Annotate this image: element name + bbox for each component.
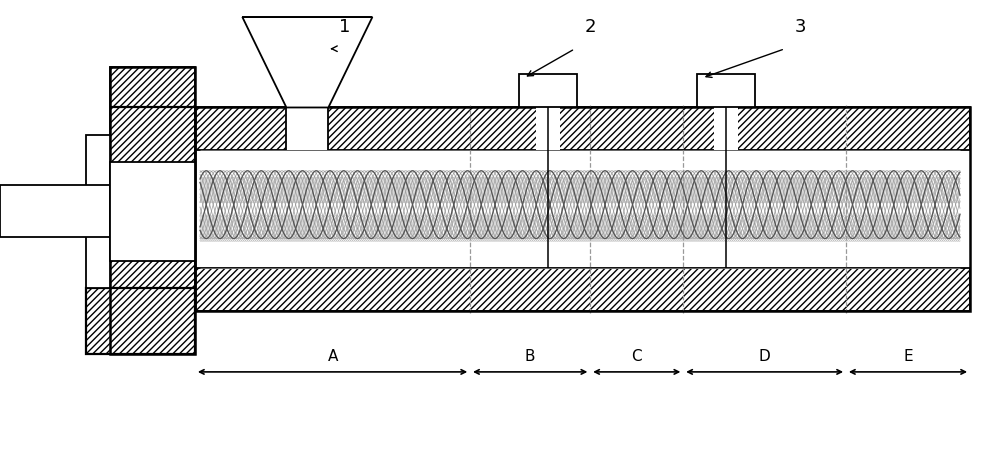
Bar bbox=[195, 151, 970, 268]
Bar bbox=[0, 186, 110, 238]
Bar bbox=[195, 108, 970, 311]
Bar bbox=[286, 104, 328, 151]
Text: A: A bbox=[327, 348, 338, 363]
Bar bbox=[195, 108, 970, 151]
Polygon shape bbox=[242, 18, 372, 108]
Bar bbox=[714, 108, 738, 151]
Text: C: C bbox=[631, 348, 642, 363]
Bar bbox=[519, 74, 577, 108]
Text: D: D bbox=[759, 348, 770, 363]
Text: 2: 2 bbox=[584, 18, 596, 36]
Text: 3: 3 bbox=[794, 18, 806, 36]
Bar bbox=[536, 108, 560, 151]
Bar bbox=[110, 68, 195, 354]
Bar bbox=[110, 68, 195, 354]
Bar bbox=[697, 74, 755, 108]
Bar bbox=[86, 289, 195, 354]
Text: E: E bbox=[903, 348, 913, 363]
Text: B: B bbox=[525, 348, 535, 363]
Bar bbox=[86, 135, 110, 289]
Bar bbox=[110, 162, 195, 262]
Bar bbox=[195, 268, 970, 311]
Text: 1: 1 bbox=[339, 18, 351, 36]
Bar bbox=[86, 289, 195, 354]
